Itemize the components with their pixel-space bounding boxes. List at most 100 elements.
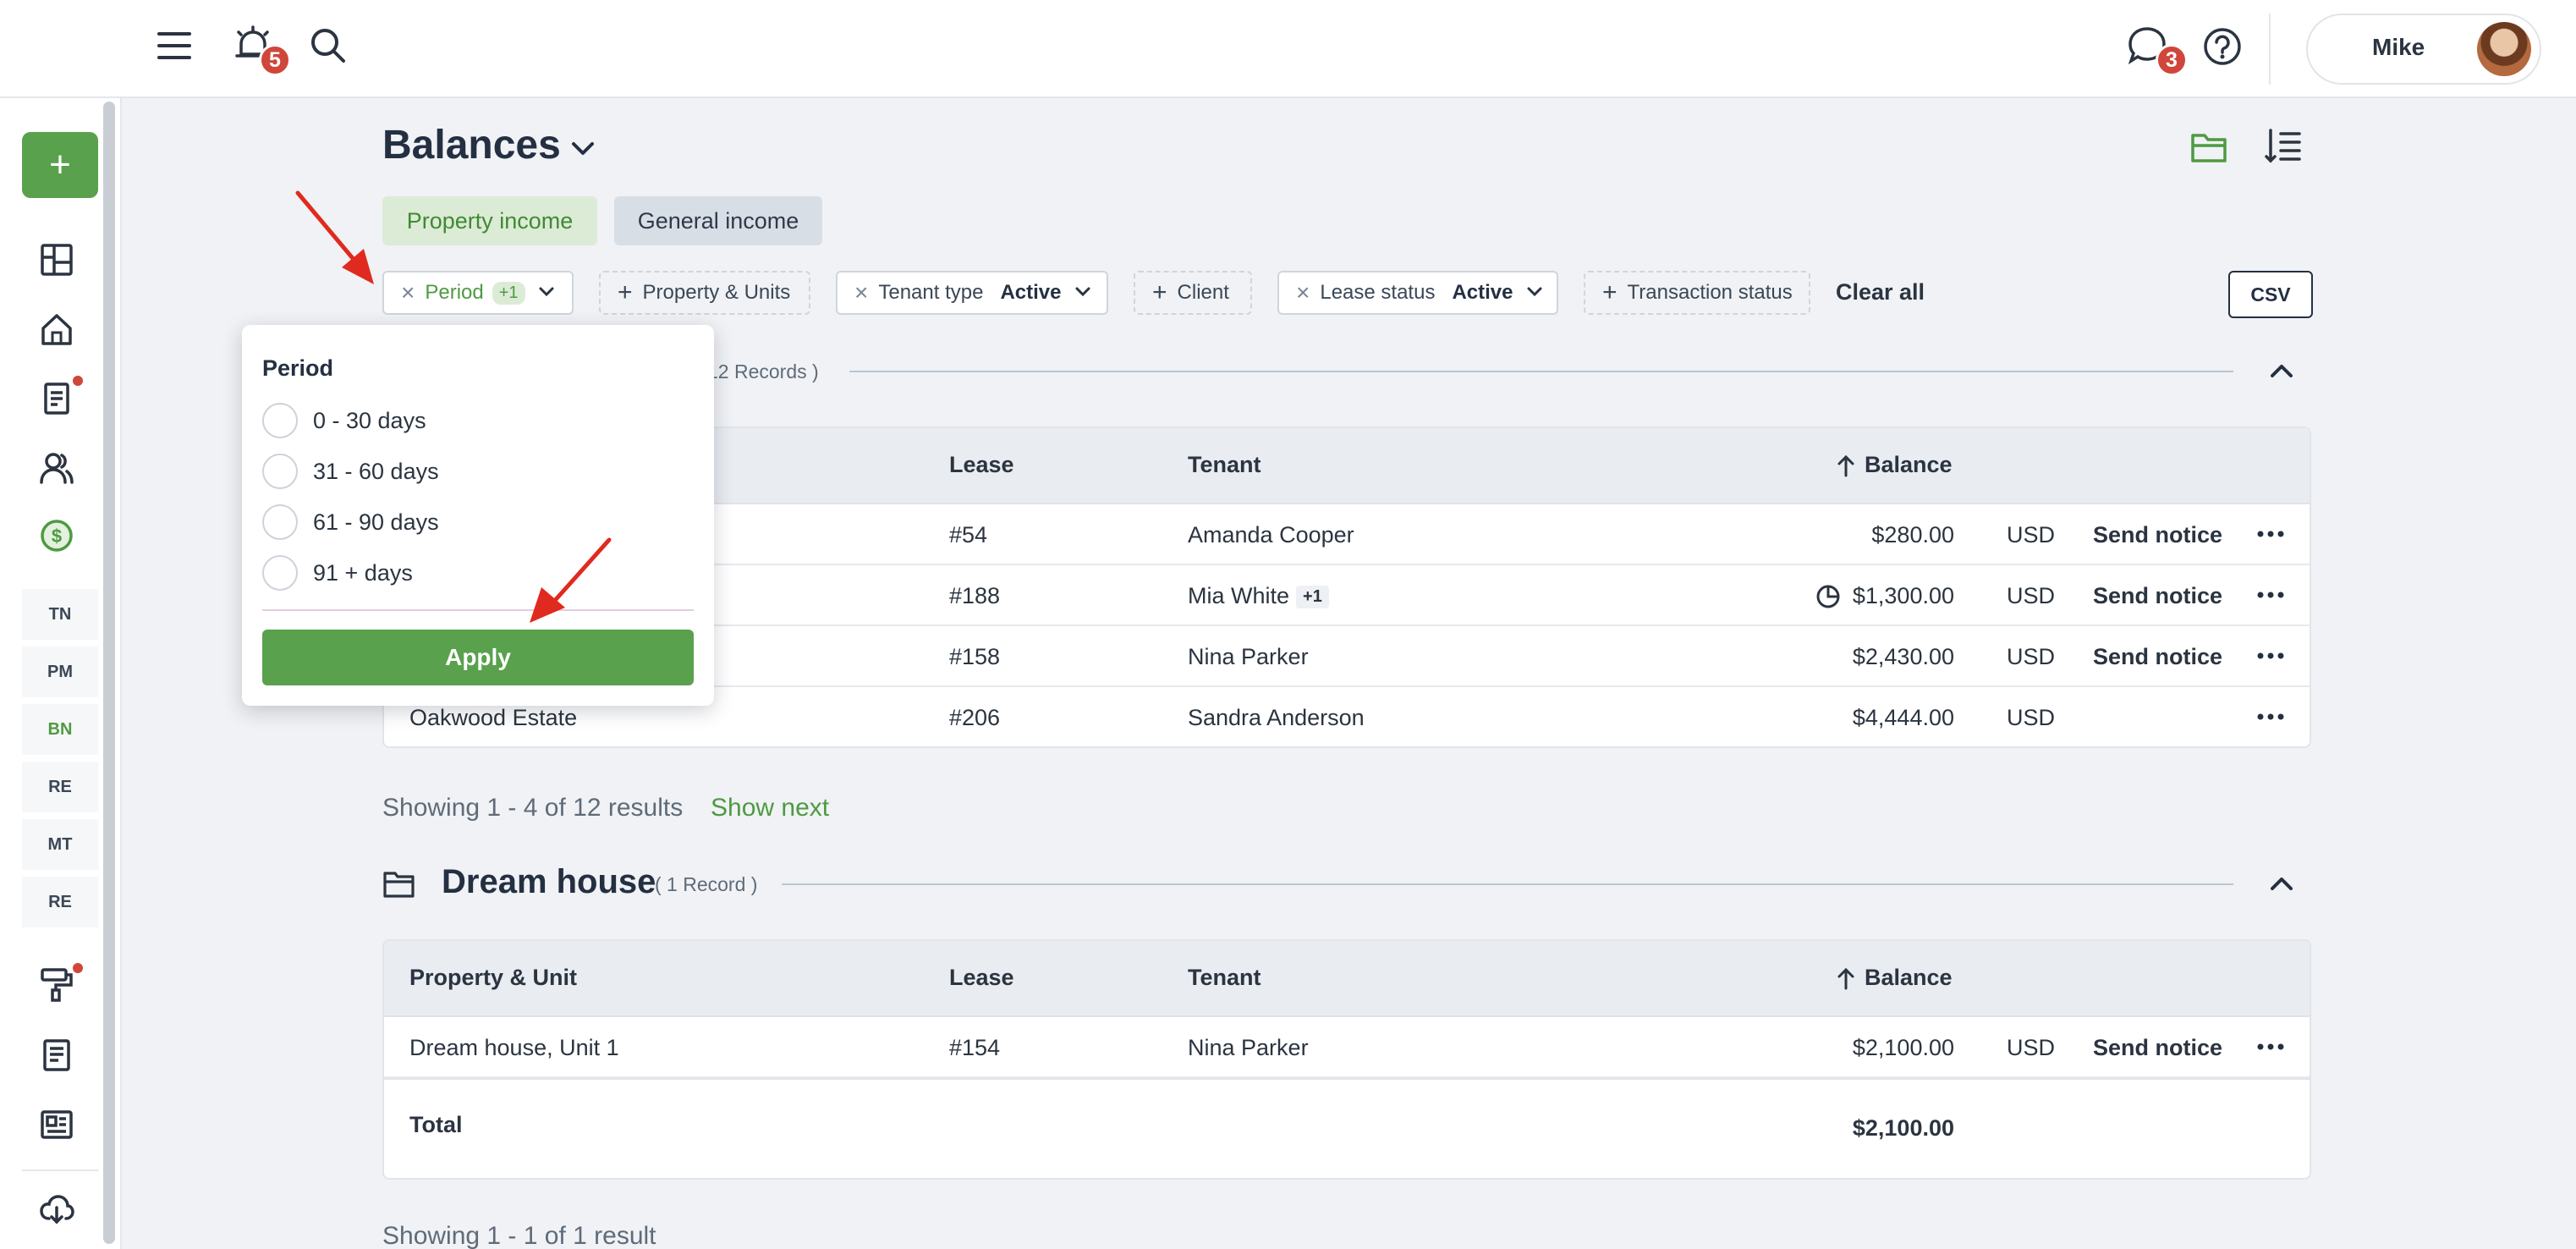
news-board-icon[interactable]	[39, 1107, 81, 1149]
download-cloud-icon[interactable]	[39, 1191, 81, 1234]
period-option-0-30[interactable]: 0 - 30 days	[262, 403, 601, 440]
collapse-chevron-up-icon[interactable]	[2267, 359, 2296, 384]
tenant-name[interactable]: Sandra Anderson	[1188, 705, 1365, 730]
radio-button[interactable]	[262, 454, 298, 489]
column-property-unit[interactable]: Property & Unit	[409, 965, 578, 990]
people-icon[interactable]	[39, 450, 81, 492]
column-lease[interactable]: Lease	[949, 452, 1014, 477]
column-balance[interactable]: Balance	[1865, 452, 1953, 477]
tab-general-income[interactable]: General income	[614, 196, 822, 245]
tenant-name[interactable]: Mia White +1	[1188, 583, 1329, 609]
tenant-name[interactable]: Nina Parker	[1188, 1035, 1309, 1060]
lease-number[interactable]: #206	[949, 705, 1001, 730]
tenant-name[interactable]: Nina Parker	[1188, 644, 1309, 669]
send-notice-button[interactable]: Send notice	[2093, 583, 2223, 608]
filter-tenant-type[interactable]: × Tenant type Active	[836, 271, 1108, 315]
table-row[interactable]: #54 Amanda Cooper $280.00 USD Send notic…	[384, 504, 2310, 565]
column-tenant[interactable]: Tenant	[1188, 965, 1261, 990]
group2-title[interactable]: Dream house	[442, 863, 656, 900]
table-row[interactable]: Dream house, Unit 1 #154 Nina Parker $2,…	[384, 1017, 2310, 1078]
radio-button[interactable]	[262, 555, 298, 591]
dashboard-icon[interactable]	[39, 242, 81, 284]
payment-plan-pie-icon[interactable]	[1815, 584, 1841, 609]
sidebar-scrollbar-thumb[interactable]	[103, 102, 115, 1244]
chat-icon[interactable]	[2127, 25, 2167, 66]
remove-filter-icon[interactable]: ×	[854, 279, 869, 305]
maintenance-roller-icon[interactable]	[39, 966, 81, 1009]
filter-period[interactable]: × Period +1	[382, 271, 574, 315]
show-next-link[interactable]: Show next	[711, 794, 830, 822]
lease-number[interactable]: #54	[949, 522, 988, 547]
additional-tenants-badge[interactable]: +1	[1296, 586, 1329, 609]
filter-period-count: +1	[492, 281, 525, 305]
tab-property-income[interactable]: Property income	[382, 196, 597, 245]
lease-number[interactable]: #188	[949, 583, 1001, 608]
send-notice-button[interactable]: Send notice	[2093, 1035, 2223, 1060]
period-filter-dropdown: Period 0 - 30 days 31 - 60 days 61 - 90 …	[242, 325, 714, 706]
radio-button[interactable]	[262, 504, 298, 540]
sidebar-item-tn[interactable]: TN	[22, 589, 98, 640]
more-options-icon[interactable]	[2254, 643, 2288, 669]
period-option-31-60[interactable]: 31 - 60 days	[262, 454, 601, 491]
more-options-icon[interactable]	[2254, 1034, 2288, 1059]
table-row[interactable]: #188 Mia White +1 $1,300.00 USD Send noti…	[384, 565, 2310, 626]
help-icon[interactable]	[2203, 27, 2242, 66]
radio-button[interactable]	[262, 403, 298, 438]
send-notice-button[interactable]: Send notice	[2093, 522, 2223, 547]
user-name: Mike	[2372, 34, 2425, 60]
remove-filter-icon[interactable]: ×	[1296, 279, 1310, 305]
more-options-icon[interactable]	[2254, 582, 2288, 608]
sort-arrow-up-icon[interactable]	[1836, 454, 1856, 477]
filter-client[interactable]: + Client	[1134, 271, 1252, 315]
currency: USD	[2007, 1035, 2056, 1060]
table-row[interactable]: Oakwood Estate #206 Sandra Anderson $4,4…	[384, 687, 2310, 746]
sidebar-item-bn[interactable]: BN	[22, 704, 98, 755]
sidebar-scrollbar[interactable]	[103, 102, 115, 1244]
column-tenant[interactable]: Tenant	[1188, 452, 1261, 477]
table-row[interactable]: #158 Nina Parker $2,430.00 USD Send noti…	[384, 626, 2310, 687]
clear-all-link[interactable]: Clear all	[1836, 279, 1925, 305]
list-settings-icon[interactable]	[2264, 127, 2303, 166]
column-lease[interactable]: Lease	[949, 965, 1014, 990]
properties-home-icon[interactable]	[39, 311, 81, 354]
add-filter-icon: +	[1602, 278, 1618, 306]
filter-lease-status[interactable]: × Lease status Active	[1277, 271, 1558, 315]
leases-document-icon[interactable]	[39, 381, 81, 423]
tenant-name[interactable]: Amanda Cooper	[1188, 522, 1354, 547]
sidebar-item-pm[interactable]: PM	[22, 647, 98, 697]
page-title: Balances	[382, 123, 561, 168]
sidebar-item-re-2[interactable]: RE	[22, 877, 98, 927]
csv-export-button[interactable]: CSV	[2228, 271, 2313, 318]
menu-icon[interactable]	[156, 27, 193, 64]
search-icon[interactable]	[310, 27, 347, 64]
lease-number[interactable]: #158	[949, 644, 1001, 669]
messages-badge: 3	[2156, 44, 2188, 76]
lease-number[interactable]: #154	[949, 1035, 1001, 1060]
sort-arrow-up-icon[interactable]	[1836, 966, 1856, 990]
sidebar-item-mt[interactable]: MT	[22, 819, 98, 870]
filter-property-units[interactable]: + Property & Units	[599, 271, 810, 315]
annotation-arrow-period	[295, 190, 374, 284]
send-notice-button[interactable]: Send notice	[2093, 644, 2223, 669]
reports-file-icon[interactable]	[39, 1037, 81, 1080]
apply-button[interactable]: Apply	[262, 630, 694, 685]
user-menu[interactable]: Mike	[2306, 14, 2541, 85]
filter-period-label: Period	[425, 281, 484, 304]
remove-filter-icon[interactable]: ×	[401, 279, 415, 305]
filter-transaction-status[interactable]: + Transaction status	[1584, 271, 1810, 315]
period-option-61-90[interactable]: 61 - 90 days	[262, 504, 601, 542]
add-new-button[interactable]: +	[22, 132, 98, 198]
property-unit[interactable]: Oakwood Estate	[409, 705, 578, 730]
title-chevron-down-icon[interactable]	[568, 135, 597, 161]
period-option-91-plus[interactable]: 91 + days	[262, 555, 601, 592]
currency: USD	[2007, 583, 2056, 608]
more-options-icon[interactable]	[2254, 704, 2288, 729]
sidebar-item-re[interactable]: RE	[22, 762, 98, 812]
column-balance[interactable]: Balance	[1865, 965, 1953, 990]
top-bar: 5 3 Mike	[0, 0, 2576, 98]
more-options-icon[interactable]	[2254, 521, 2288, 547]
property-unit[interactable]: Dream house, Unit 1	[409, 1035, 619, 1060]
accounting-dollar-icon[interactable]: $	[39, 518, 81, 560]
folder-view-icon[interactable]	[2189, 129, 2228, 166]
collapse-chevron-up-icon[interactable]	[2267, 872, 2296, 897]
